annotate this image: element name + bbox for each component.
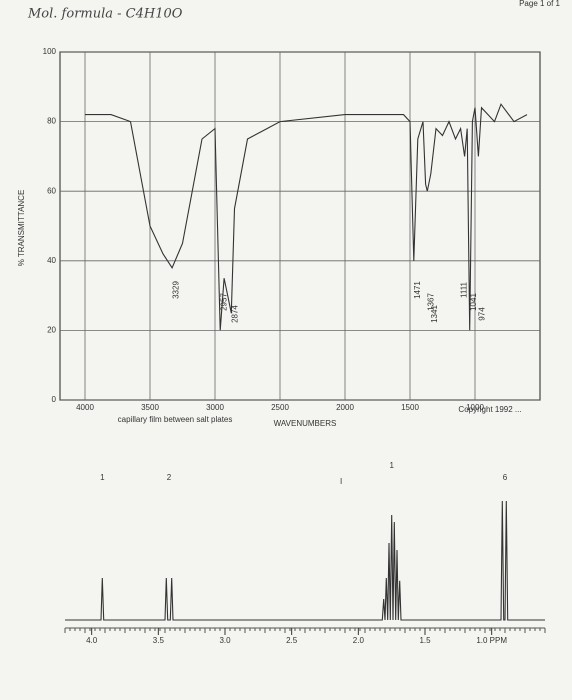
spectrum-line xyxy=(85,103,528,331)
peak-label: 1111 xyxy=(460,281,469,298)
x-tick-label: 2.0 xyxy=(353,636,365,645)
x-tick-label: 1.5 xyxy=(419,636,431,645)
x-tick-label: 3.5 xyxy=(153,636,165,645)
cursor: I xyxy=(340,477,342,486)
peak-label: 974 xyxy=(477,307,486,321)
peak-label: 1471 xyxy=(413,281,422,299)
x-axis-label: WAVENUMBERS xyxy=(274,419,337,428)
x-tick-label: 3500 xyxy=(141,403,159,412)
y-tick-label: 100 xyxy=(43,47,57,56)
integral-label: 1 xyxy=(389,461,394,470)
peak-label: 1041 xyxy=(469,293,478,311)
y-tick-label: 60 xyxy=(47,186,56,195)
peak-label: 1367 xyxy=(426,293,435,311)
peak-label: 1341 xyxy=(430,305,439,323)
spectrum-line xyxy=(65,500,545,621)
y-tick-label: 40 xyxy=(47,256,56,265)
x-tick-label: 2500 xyxy=(271,403,289,412)
peak-label: 2957 xyxy=(220,293,229,311)
copyright: Copyright 1992 ... xyxy=(458,405,521,414)
x-tick-label: 1.0 PPM xyxy=(476,636,507,645)
x-tick-label: 1500 xyxy=(401,403,419,412)
x-tick-label: 1000 xyxy=(466,403,484,412)
formula: Mol. formula - C4H10O xyxy=(27,7,183,22)
x-tick-label: 4000 xyxy=(76,403,94,412)
y-axis-label: % TRANSMITTANCE xyxy=(17,190,26,267)
integral-label: 2 xyxy=(167,473,172,482)
note: capillary film between salt plates xyxy=(118,415,233,424)
integral-label: 6 xyxy=(503,473,508,482)
page-number: Page 1 of 1 xyxy=(519,0,560,8)
x-tick-label: 3.0 xyxy=(219,636,231,645)
peak-label: 3329 xyxy=(171,281,180,299)
x-tick-label: 2.5 xyxy=(286,636,298,645)
y-tick-label: 20 xyxy=(47,326,56,335)
x-tick-label: 2000 xyxy=(336,403,354,412)
y-tick-label: 0 xyxy=(52,395,57,404)
y-tick-label: 80 xyxy=(47,117,56,126)
x-tick-label: 4.0 xyxy=(86,636,98,645)
peak-label: 2874 xyxy=(230,305,239,323)
x-tick-label: 3000 xyxy=(206,403,224,412)
integral-label: 1 xyxy=(100,473,105,482)
